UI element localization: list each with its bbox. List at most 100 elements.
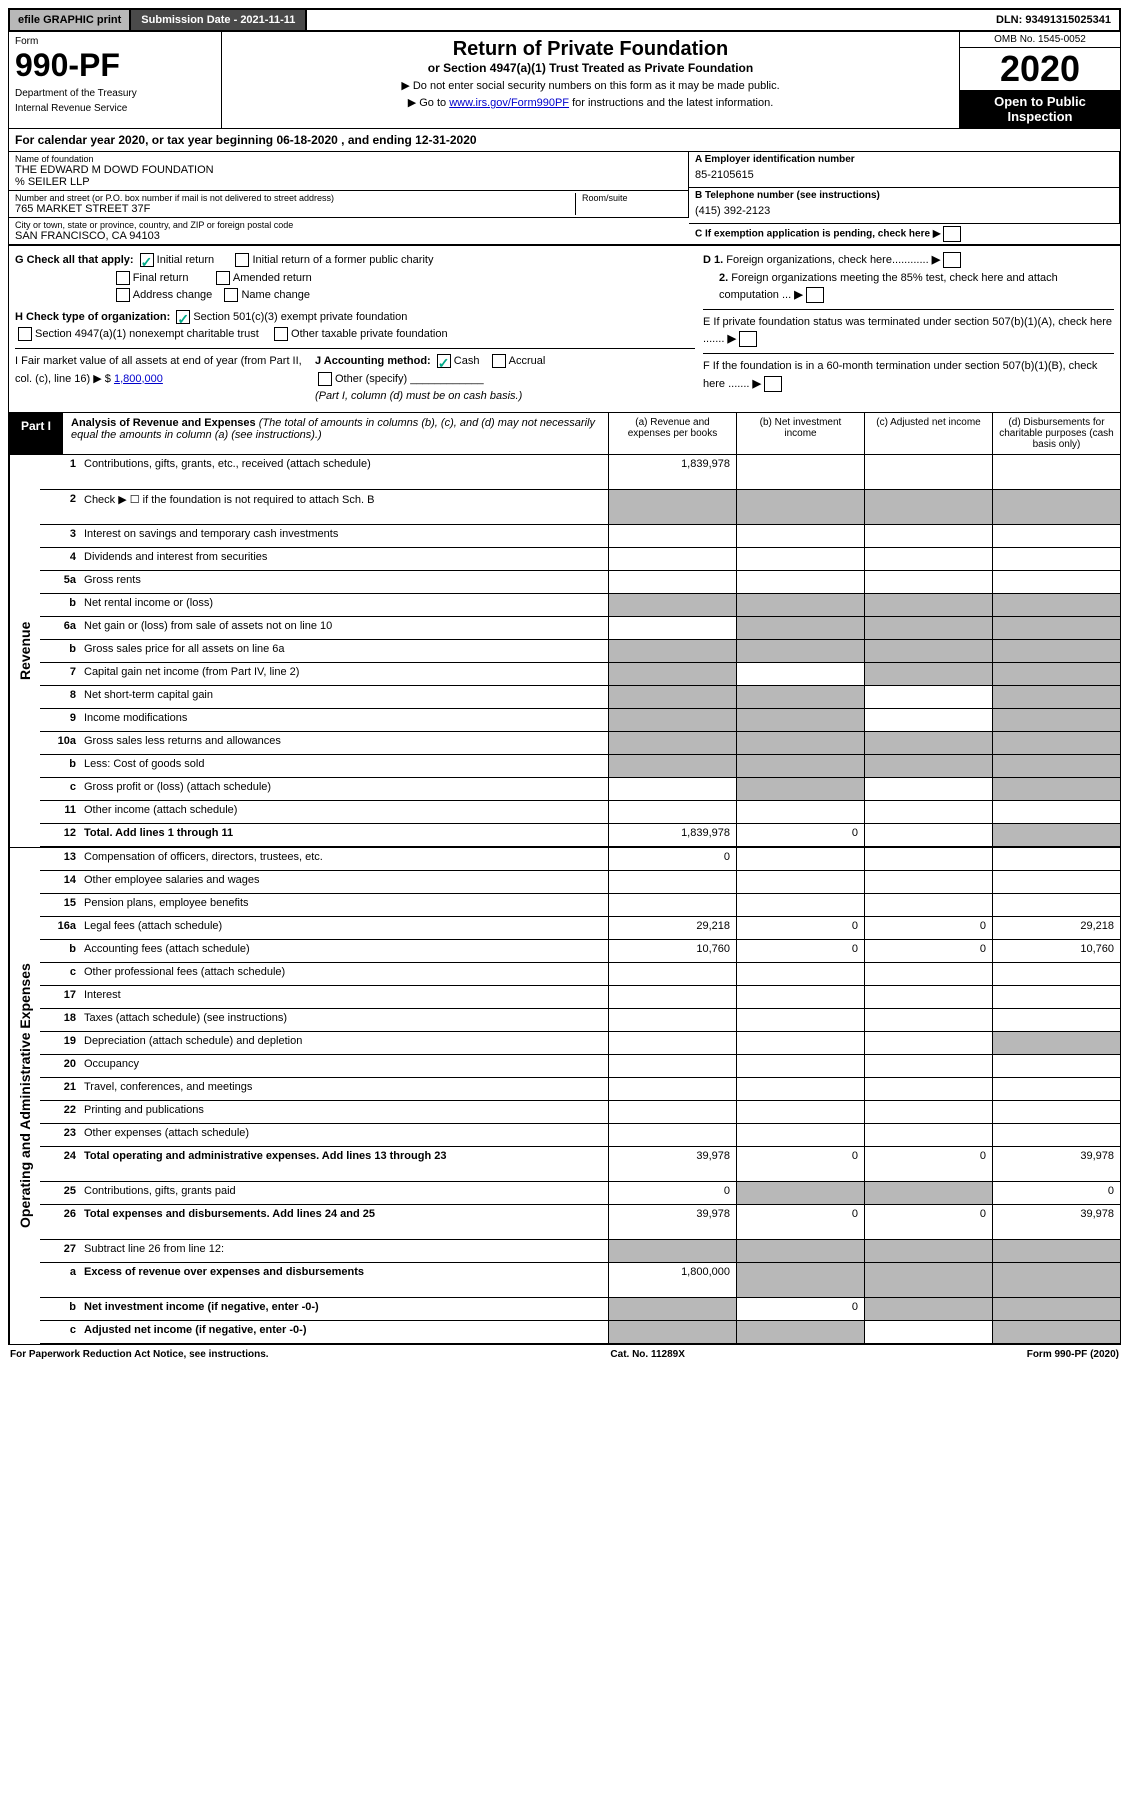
row-number: 18 xyxy=(40,1009,80,1031)
line-f: F If the foundation is in a 60-month ter… xyxy=(703,353,1114,393)
check-amended[interactable] xyxy=(216,271,230,285)
cell-c xyxy=(864,640,992,662)
cell-b xyxy=(736,663,864,685)
cell-d xyxy=(992,663,1120,685)
cell-a xyxy=(608,525,736,547)
table-row: 24Total operating and administrative exp… xyxy=(40,1147,1120,1182)
cell-b xyxy=(736,894,864,916)
check-name-change[interactable] xyxy=(224,288,238,302)
cell-d xyxy=(992,1263,1120,1297)
top-bar: efile GRAPHIC print Submission Date - 20… xyxy=(8,8,1121,32)
cell-a: 0 xyxy=(608,848,736,870)
check-e[interactable] xyxy=(739,331,757,347)
cell-b: 0 xyxy=(736,1298,864,1320)
cell-a xyxy=(608,871,736,893)
cell-b xyxy=(736,594,864,616)
row-number: 14 xyxy=(40,871,80,893)
col-d-header: (d) Disbursements for charitable purpose… xyxy=(992,413,1120,454)
check-other-taxable[interactable] xyxy=(274,327,288,341)
col-b-header: (b) Net investment income xyxy=(736,413,864,454)
check-501c3[interactable] xyxy=(176,310,190,324)
check-d2[interactable] xyxy=(806,287,824,303)
cell-a xyxy=(608,986,736,1008)
cell-c xyxy=(864,871,992,893)
cell-a xyxy=(608,1009,736,1031)
cell-b xyxy=(736,1055,864,1077)
cell-a: 1,839,978 xyxy=(608,824,736,846)
form-label: Form xyxy=(15,36,215,47)
table-row: 5aGross rents xyxy=(40,571,1120,594)
table-row: 23Other expenses (attach schedule) xyxy=(40,1124,1120,1147)
cell-c xyxy=(864,571,992,593)
check-c[interactable] xyxy=(943,226,961,242)
open-inspection-badge: Open to Public Inspection xyxy=(960,90,1120,128)
cell-d xyxy=(992,755,1120,777)
check-address-change[interactable] xyxy=(116,288,130,302)
cell-c xyxy=(864,686,992,708)
check-f[interactable] xyxy=(764,376,782,392)
cell-b xyxy=(736,490,864,524)
cell-c xyxy=(864,732,992,754)
submission-date-badge: Submission Date - 2021-11-11 xyxy=(131,10,307,30)
cell-d xyxy=(992,1032,1120,1054)
check-initial-return[interactable] xyxy=(140,253,154,267)
check-d1[interactable] xyxy=(943,252,961,268)
cell-c xyxy=(864,963,992,985)
footer-right: Form 990-PF (2020) xyxy=(1027,1349,1119,1360)
table-row: 10aGross sales less returns and allowanc… xyxy=(40,732,1120,755)
cell-c xyxy=(864,801,992,823)
cell-c xyxy=(864,709,992,731)
calendar-year-line: For calendar year 2020, or tax year begi… xyxy=(8,129,1121,152)
row-number: c xyxy=(40,1321,80,1343)
address-cell: Number and street (or P.O. box number if… xyxy=(9,191,689,218)
check-accrual[interactable] xyxy=(492,354,506,368)
row-number: 6a xyxy=(40,617,80,639)
check-final-return[interactable] xyxy=(116,271,130,285)
row-label: Net short-term capital gain xyxy=(80,686,608,708)
irs-label: Internal Revenue Service xyxy=(15,103,215,114)
form-note-2: ▶ Go to www.irs.gov/Form990PF for instru… xyxy=(228,96,953,109)
cell-d xyxy=(992,986,1120,1008)
row-number: 24 xyxy=(40,1147,80,1181)
row-label: Depreciation (attach schedule) and deple… xyxy=(80,1032,608,1054)
cell-c xyxy=(864,778,992,800)
row-label: Other professional fees (attach schedule… xyxy=(80,963,608,985)
cell-d xyxy=(992,1124,1120,1146)
cell-b xyxy=(736,455,864,489)
efile-print-button[interactable]: efile GRAPHIC print xyxy=(10,10,131,30)
col-a-header: (a) Revenue and expenses per books xyxy=(608,413,736,454)
row-number: 27 xyxy=(40,1240,80,1262)
cell-d xyxy=(992,963,1120,985)
cell-a xyxy=(608,1078,736,1100)
cell-a: 39,978 xyxy=(608,1205,736,1239)
cell-c xyxy=(864,525,992,547)
cell-d xyxy=(992,594,1120,616)
table-row: 1Contributions, gifts, grants, etc., rec… xyxy=(40,455,1120,490)
row-number: 17 xyxy=(40,986,80,1008)
table-row: 12Total. Add lines 1 through 111,839,978… xyxy=(40,824,1120,847)
table-row: cOther professional fees (attach schedul… xyxy=(40,963,1120,986)
line-d2: 2. Foreign organizations meeting the 85%… xyxy=(703,270,1114,305)
check-4947[interactable] xyxy=(18,327,32,341)
cell-d xyxy=(992,824,1120,846)
irs-link[interactable]: www.irs.gov/Form990PF xyxy=(449,97,569,109)
row-label: Check ▶ ☐ if the foundation is not requi… xyxy=(80,490,608,524)
check-initial-public[interactable] xyxy=(235,253,249,267)
cell-b xyxy=(736,1182,864,1204)
cell-c xyxy=(864,548,992,570)
check-other-method[interactable] xyxy=(318,372,332,386)
row-number: 21 xyxy=(40,1078,80,1100)
cell-a: 1,839,978 xyxy=(608,455,736,489)
row-label: Taxes (attach schedule) (see instruction… xyxy=(80,1009,608,1031)
cell-b xyxy=(736,1240,864,1262)
foundation-name-cell: Name of foundation THE EDWARD M DOWD FOU… xyxy=(9,152,689,191)
cell-d xyxy=(992,801,1120,823)
cell-d: 39,978 xyxy=(992,1205,1120,1239)
row-label: Less: Cost of goods sold xyxy=(80,755,608,777)
cell-c xyxy=(864,894,992,916)
cell-a xyxy=(608,1055,736,1077)
cell-c: 0 xyxy=(864,1147,992,1181)
row-label: Legal fees (attach schedule) xyxy=(80,917,608,939)
cell-a xyxy=(608,755,736,777)
check-cash[interactable] xyxy=(437,354,451,368)
